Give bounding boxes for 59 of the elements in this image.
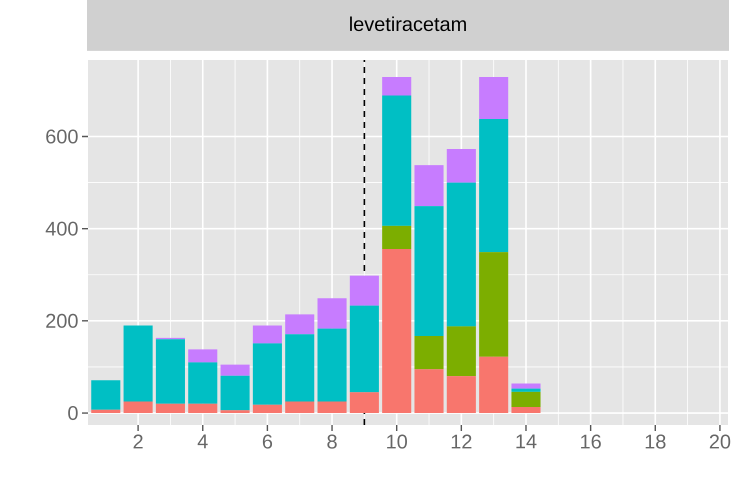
y-tick-label: 200 xyxy=(46,314,78,328)
bar xyxy=(446,182,476,326)
y-tick-label: 600 xyxy=(46,129,78,144)
bar xyxy=(446,376,476,414)
bar xyxy=(318,328,347,402)
x-tick-label: 6 xyxy=(262,434,272,449)
bar xyxy=(382,95,412,226)
bar xyxy=(252,325,282,344)
bar xyxy=(479,77,508,119)
bar xyxy=(382,77,412,96)
bar xyxy=(124,401,153,414)
x-tick-label: 2 xyxy=(134,434,143,448)
bar xyxy=(252,404,282,414)
bar xyxy=(350,392,379,414)
x-tick-label: 20 xyxy=(710,434,730,449)
bar xyxy=(350,306,379,392)
bar xyxy=(188,362,218,404)
x-tick-label: 14 xyxy=(516,434,536,448)
bar xyxy=(414,369,444,414)
x-tick-label: 18 xyxy=(646,434,666,449)
bar xyxy=(285,334,314,402)
bar xyxy=(350,276,379,306)
bar xyxy=(479,118,508,252)
bar xyxy=(318,298,347,329)
bar xyxy=(188,349,218,362)
bar xyxy=(220,410,250,414)
bar xyxy=(414,206,444,336)
bar xyxy=(414,336,444,370)
bar xyxy=(124,325,153,402)
bar xyxy=(188,404,218,414)
bar xyxy=(511,407,541,414)
y-tick-label: 400 xyxy=(46,222,78,236)
bar xyxy=(156,339,185,404)
bar xyxy=(511,384,541,389)
bar xyxy=(285,314,314,334)
x-tick-label: 10 xyxy=(387,434,407,449)
x-tick-label: 8 xyxy=(327,434,337,449)
bar xyxy=(285,401,314,414)
bar xyxy=(479,356,508,414)
bar xyxy=(382,226,412,249)
x-tick-label: 16 xyxy=(581,434,601,449)
bar xyxy=(91,410,120,414)
bar xyxy=(479,252,508,357)
y-tick-label: 0 xyxy=(68,406,78,420)
chart-title: levetiracetam xyxy=(350,16,466,32)
bar xyxy=(220,376,250,410)
bar xyxy=(156,404,185,414)
bar xyxy=(446,326,476,376)
x-tick-label: 4 xyxy=(198,434,208,448)
bar xyxy=(382,248,412,414)
bar xyxy=(318,401,347,414)
bar xyxy=(252,343,282,405)
bar xyxy=(220,364,250,376)
bar xyxy=(446,148,476,183)
bar xyxy=(414,165,444,206)
bar xyxy=(91,380,120,410)
bar xyxy=(511,388,541,392)
x-tick-label: 12 xyxy=(452,434,472,448)
bar xyxy=(511,392,541,408)
